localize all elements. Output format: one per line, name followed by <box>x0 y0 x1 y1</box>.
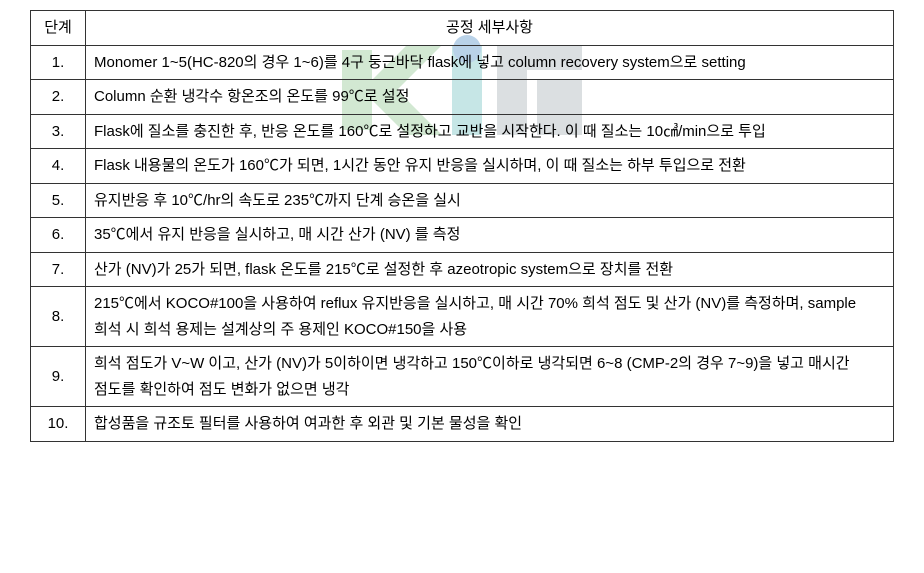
table-row: 10. 합성품을 규조토 필터를 사용하여 여과한 후 외관 및 기본 물성을 … <box>31 407 894 442</box>
step-detail: 합성품을 규조토 필터를 사용하여 여과한 후 외관 및 기본 물성을 확인 <box>86 407 894 442</box>
table-row: 4. Flask 내용물의 온도가 160℃가 되면, 1시간 동안 유지 반응… <box>31 149 894 184</box>
step-number: 10. <box>31 407 86 442</box>
step-number: 8. <box>31 287 86 347</box>
table-body: 1. Monomer 1~5(HC-820의 경우 1~6)를 4구 둥근바닥 … <box>31 45 894 441</box>
process-table: 단계 공정 세부사항 1. Monomer 1~5(HC-820의 경우 1~6… <box>30 10 894 442</box>
step-number: 3. <box>31 114 86 149</box>
header-detail: 공정 세부사항 <box>86 11 894 46</box>
table-row: 5. 유지반응 후 10℃/hr의 속도로 235℃까지 단계 승온을 실시 <box>31 183 894 218</box>
step-number: 6. <box>31 218 86 253</box>
step-detail: Flask에 질소를 충진한 후, 반응 온도를 160℃로 설정하고 교반을 … <box>86 114 894 149</box>
table-row: 7. 산가 (NV)가 25가 되면, flask 온도를 215℃로 설정한 … <box>31 252 894 287</box>
table-row: 6. 35℃에서 유지 반응을 실시하고, 매 시간 산가 (NV) 를 측정 <box>31 218 894 253</box>
step-detail: 희석 점도가 V~W 이고, 산가 (NV)가 5이하이면 냉각하고 150℃이… <box>86 347 894 407</box>
step-number: 1. <box>31 45 86 80</box>
table-header-row: 단계 공정 세부사항 <box>31 11 894 46</box>
step-detail: Column 순환 냉각수 항온조의 온도를 99℃로 설정 <box>86 80 894 115</box>
table-row: 2. Column 순환 냉각수 항온조의 온도를 99℃로 설정 <box>31 80 894 115</box>
table-row: 9. 희석 점도가 V~W 이고, 산가 (NV)가 5이하이면 냉각하고 15… <box>31 347 894 407</box>
table-row: 3. Flask에 질소를 충진한 후, 반응 온도를 160℃로 설정하고 교… <box>31 114 894 149</box>
table-row: 1. Monomer 1~5(HC-820의 경우 1~6)를 4구 둥근바닥 … <box>31 45 894 80</box>
header-step: 단계 <box>31 11 86 46</box>
step-number: 5. <box>31 183 86 218</box>
step-number: 9. <box>31 347 86 407</box>
step-detail: Flask 내용물의 온도가 160℃가 되면, 1시간 동안 유지 반응을 실… <box>86 149 894 184</box>
table-row: 8. 215℃에서 KOCO#100을 사용하여 reflux 유지반응을 실시… <box>31 287 894 347</box>
step-detail: 산가 (NV)가 25가 되면, flask 온도를 215℃로 설정한 후 a… <box>86 252 894 287</box>
step-detail: 유지반응 후 10℃/hr의 속도로 235℃까지 단계 승온을 실시 <box>86 183 894 218</box>
step-detail: 35℃에서 유지 반응을 실시하고, 매 시간 산가 (NV) 를 측정 <box>86 218 894 253</box>
step-detail: Monomer 1~5(HC-820의 경우 1~6)를 4구 둥근바닥 fla… <box>86 45 894 80</box>
step-number: 4. <box>31 149 86 184</box>
step-number: 7. <box>31 252 86 287</box>
step-detail: 215℃에서 KOCO#100을 사용하여 reflux 유지반응을 실시하고,… <box>86 287 894 347</box>
step-number: 2. <box>31 80 86 115</box>
